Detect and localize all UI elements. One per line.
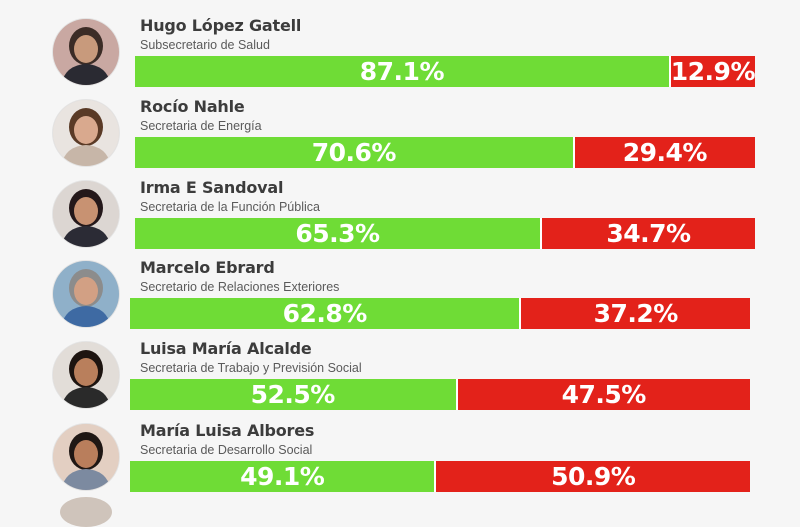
positive-value-label: 52.5% — [250, 380, 336, 409]
next-avatar-partial — [60, 497, 112, 527]
person-row: María Luisa Albores Secretaria de Desarro… — [0, 419, 800, 501]
negative-bar-segment: 12.9% — [670, 56, 755, 87]
bar-divider — [668, 56, 671, 87]
negative-bar-segment: 50.9% — [436, 461, 750, 492]
approval-bar: 70.6% 29.4% — [135, 137, 755, 168]
person-row: Hugo López Gatell Subsecretario de Salud 8… — [0, 14, 800, 96]
person-row: Marcelo Ebrard Secretario de Relaciones E… — [0, 256, 800, 338]
approval-bar: 49.1% 50.9% — [130, 461, 750, 492]
negative-value-label: 50.9% — [551, 462, 636, 491]
negative-bar-segment: 37.2% — [521, 298, 750, 329]
positive-value-label: 87.1% — [359, 57, 445, 86]
negative-value-label: 29.4% — [622, 138, 708, 167]
person-name: Marcelo Ebrard — [140, 258, 275, 277]
person-role: Secretaria de Energía — [140, 119, 262, 133]
positive-bar-segment: 52.5% — [130, 379, 456, 410]
person-role: Secretaria de la Función Pública — [140, 200, 320, 214]
person-role: Secretaria de Trabajo y Previsión Social — [140, 361, 362, 375]
bar-divider — [455, 379, 458, 410]
person-role: Secretario de Relaciones Exteriores — [140, 280, 340, 294]
person-role: Subsecretario de Salud — [140, 38, 270, 52]
person-photo-icon — [53, 261, 119, 327]
positive-bar-segment: 87.1% — [135, 56, 669, 87]
person-name: Irma E Sandoval — [140, 178, 284, 197]
negative-bar-segment: 47.5% — [457, 379, 750, 410]
person-name: Hugo López Gatell — [140, 16, 302, 35]
person-name: María Luisa Albores — [140, 421, 315, 440]
bar-divider — [519, 298, 522, 329]
approval-bar: 65.3% 34.7% — [135, 218, 755, 249]
person-name: Rocío Nahle — [140, 97, 245, 116]
person-row: Luisa María Alcalde Secretaria de Trabajo… — [0, 337, 800, 419]
person-photo-icon — [53, 181, 119, 247]
positive-value-label: 49.1% — [240, 462, 325, 491]
positive-bar-segment: 65.3% — [135, 218, 540, 249]
negative-value-label: 12.9% — [670, 57, 755, 86]
person-photo-icon — [53, 100, 119, 166]
approval-bar: 87.1% 12.9% — [135, 56, 755, 87]
bar-divider — [539, 218, 542, 249]
person-name: Luisa María Alcalde — [140, 339, 312, 358]
negative-value-label: 37.2% — [593, 299, 679, 328]
bar-divider — [434, 461, 437, 492]
positive-bar-segment: 49.1% — [130, 461, 435, 492]
positive-bar-segment: 62.8% — [130, 298, 520, 329]
negative-value-label: 47.5% — [561, 380, 647, 409]
negative-bar-segment: 34.7% — [541, 218, 755, 249]
person-row: Rocío Nahle Secretaria de Energía 70.6% 29.… — [0, 95, 800, 177]
person-role: Secretaria de Desarrollo Social — [140, 443, 313, 457]
positive-bar-segment: 70.6% — [135, 137, 573, 168]
positive-value-label: 65.3% — [295, 219, 380, 248]
negative-value-label: 34.7% — [606, 219, 691, 248]
positive-value-label: 70.6% — [311, 138, 397, 167]
approval-bar: 52.5% 47.5% — [130, 379, 750, 410]
person-row: Irma E Sandoval Secretaria de la Función … — [0, 176, 800, 258]
person-photo-icon — [53, 19, 119, 85]
person-photo-icon — [53, 342, 119, 408]
bar-divider — [572, 137, 575, 168]
positive-value-label: 62.8% — [282, 299, 368, 328]
person-photo-icon — [53, 424, 119, 490]
negative-bar-segment: 29.4% — [574, 137, 755, 168]
approval-bar: 62.8% 37.2% — [130, 298, 750, 329]
